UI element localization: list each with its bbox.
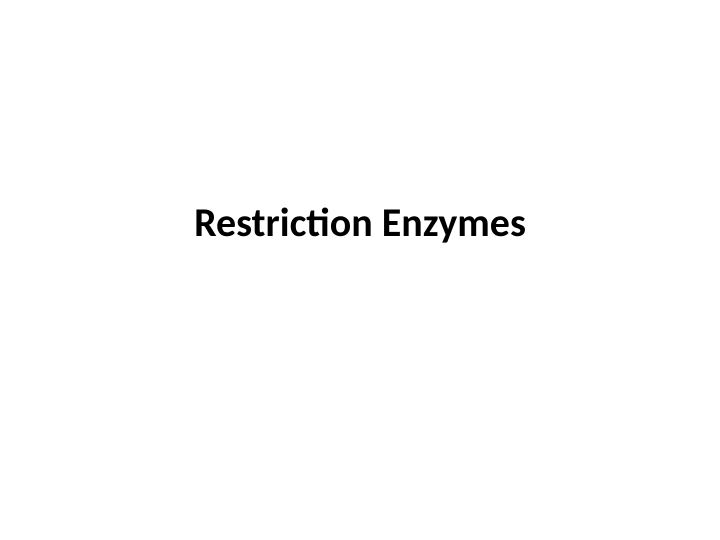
slide-container: Restriction Enzymes bbox=[0, 0, 720, 540]
slide-title: Restriction Enzymes bbox=[0, 198, 720, 247]
